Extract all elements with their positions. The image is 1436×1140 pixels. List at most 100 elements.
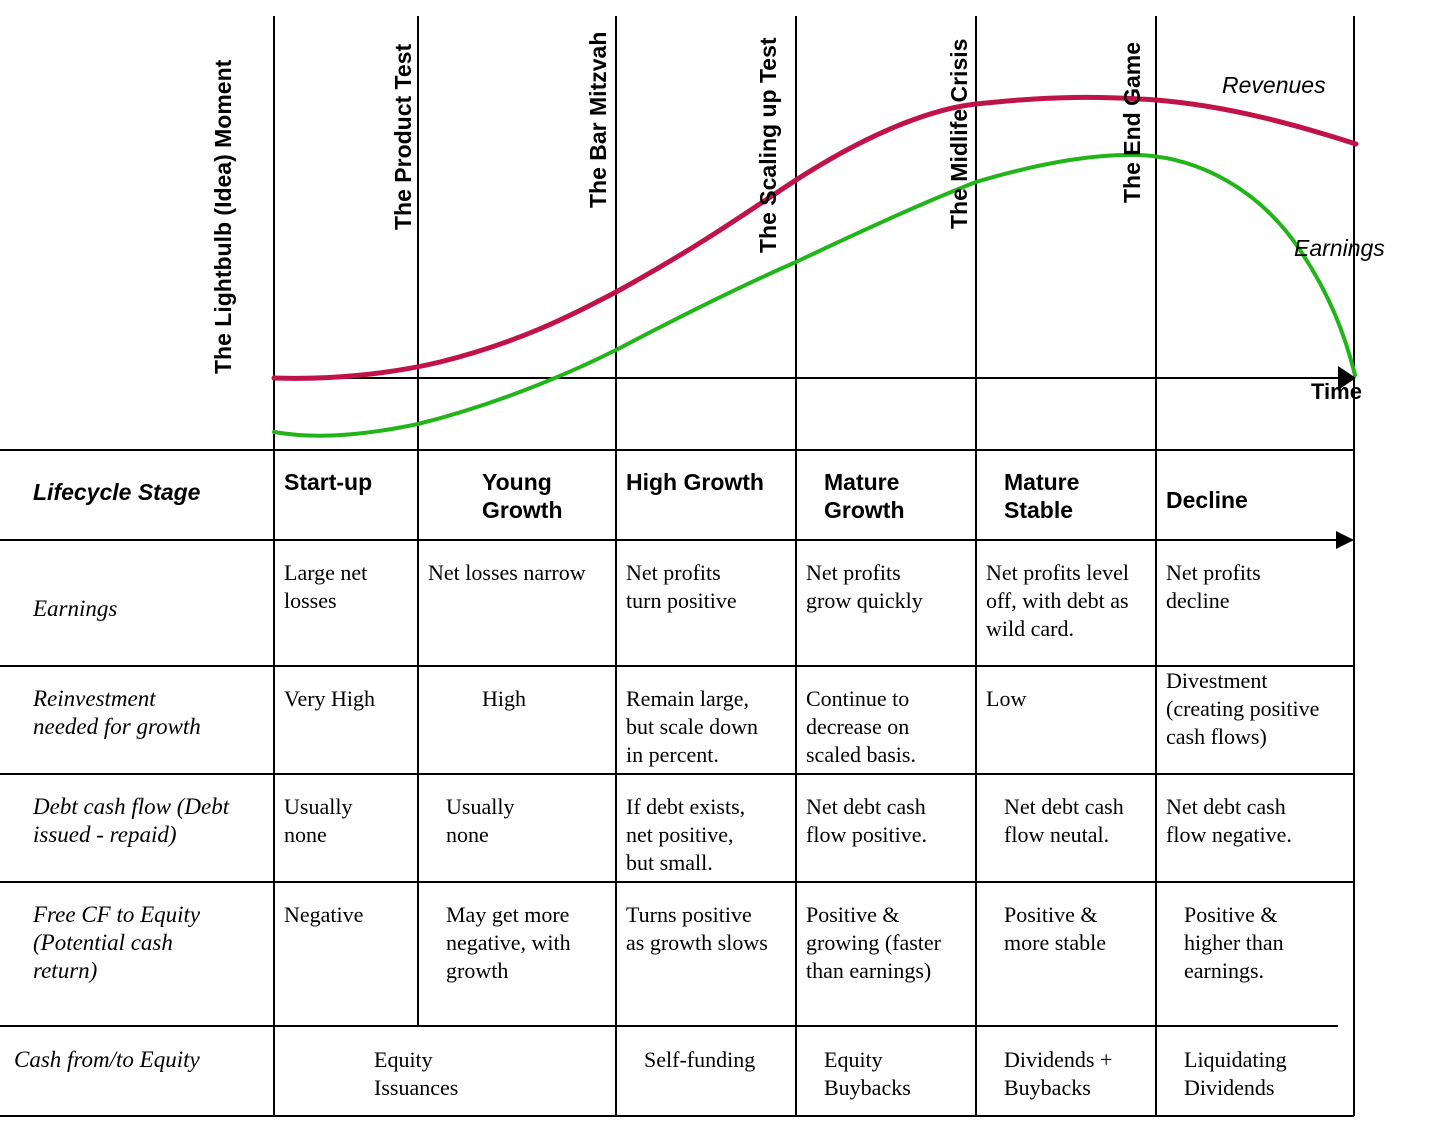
stage-name-line: Young — [482, 469, 552, 495]
time-axis-label: Time — [1311, 379, 1362, 404]
milestone-label: The Scaling up Test — [755, 37, 781, 253]
stage-name: Mature Growth — [824, 469, 906, 523]
table-cell: Positive & higher than earnings. — [1184, 902, 1289, 983]
cell-line: Buybacks — [824, 1075, 911, 1100]
cell-line: Self-funding — [644, 1047, 755, 1072]
table-cell: Usually none — [284, 794, 358, 847]
cell-line: Remain large, — [626, 686, 749, 711]
cell-line: Usually — [446, 794, 514, 819]
stage-name: Start-up — [284, 469, 372, 495]
table-cell: Net losses narrow — [428, 560, 586, 585]
cell-line: flow positive. — [806, 822, 927, 847]
cell-line: cash flows) — [1166, 724, 1267, 749]
table-cell: Self-funding — [644, 1047, 755, 1072]
cell-line: Positive & — [806, 902, 900, 927]
table-cell: Positive & more stable — [1004, 902, 1106, 955]
table-cell: Large net losses — [284, 560, 373, 613]
table-cell: May get more negative, with growth — [446, 902, 576, 983]
table-cell: Net profits turn positive — [626, 560, 737, 613]
row-label-line: Cash from/to Equity — [14, 1047, 200, 1072]
cell-line: in percent. — [626, 742, 719, 767]
row-label-line: Free CF to Equity — [32, 902, 201, 927]
milestone-label: The Bar Mitzvah — [585, 32, 611, 208]
revenues-curve — [271, 94, 1359, 381]
cell-line: net positive, — [626, 822, 734, 847]
cell-line: Net profits — [1166, 560, 1261, 585]
earnings-label: Earnings — [1294, 235, 1385, 261]
cell-line: but scale down — [626, 714, 758, 739]
table-cell: Net debt cash flow neutal. — [1004, 794, 1129, 847]
cell-line: scaled basis. — [806, 742, 916, 767]
cell-line: Large net — [284, 560, 367, 585]
table-cell: Equity Buybacks — [824, 1047, 911, 1100]
cell-line: wild card. — [986, 616, 1074, 641]
cell-line: If debt exists, — [626, 794, 745, 819]
table-cell: Turns positive as growth slows — [626, 902, 768, 955]
cell-line: Continue to — [806, 686, 909, 711]
cell-line: decline — [1166, 588, 1230, 613]
cell-line: as growth slows — [626, 930, 768, 955]
cell-line: Net debt cash — [806, 794, 926, 819]
cell-line: Liquidating — [1184, 1047, 1287, 1072]
milestone-label: The Midlife Crisis — [946, 39, 972, 229]
cell-line: than earnings) — [806, 958, 931, 983]
cell-line: Net profits — [806, 560, 901, 585]
cell-line: Positive & — [1004, 902, 1098, 927]
cell-line: Net debt cash — [1166, 794, 1286, 819]
cell-line: Negative — [284, 902, 363, 927]
table-cell: High — [482, 686, 526, 711]
revenues-label: Revenues — [1222, 72, 1326, 98]
row-label-line: Earnings — [32, 596, 117, 621]
table-cell: Dividends + Buybacks — [1004, 1047, 1118, 1100]
table-cell: Liquidating Dividends — [1184, 1047, 1292, 1100]
cell-line: none — [284, 822, 327, 847]
cell-line: Turns positive — [626, 902, 752, 927]
milestone-label: The End Game — [1119, 42, 1145, 203]
cell-line: Divestment — [1166, 668, 1267, 693]
cell-line: Net profits level — [986, 560, 1129, 585]
row-label-line: return) — [33, 958, 97, 983]
stage-name: Mature Stable — [1004, 469, 1086, 523]
table-cell: Net profits grow quickly — [806, 560, 923, 613]
stage-name-line: Growth — [482, 497, 563, 523]
stage-name: High Growth — [626, 469, 764, 495]
cell-line: decrease on — [806, 714, 909, 739]
cell-line: Positive & — [1184, 902, 1278, 927]
cell-line: growing (faster — [806, 930, 942, 955]
cell-line: losses — [284, 588, 337, 613]
row-label-cash-from-to-equity: Cash from/to Equity — [14, 1047, 200, 1072]
stage-name-line: Mature — [1004, 469, 1079, 495]
cell-line: (creating positive — [1166, 696, 1319, 721]
row-label-earnings: Earnings — [32, 596, 117, 621]
table-cell: Continue to decrease on scaled basis. — [806, 686, 916, 767]
table-cell: Low — [986, 686, 1026, 711]
milestone-label: The Lightbulb (Idea) Moment — [210, 59, 236, 374]
cell-line: more stable — [1004, 930, 1106, 955]
cell-line: turn positive — [626, 588, 737, 613]
table-cell: Net debt cash flow negative. — [1166, 794, 1292, 847]
stage-name-line: Mature — [824, 469, 899, 495]
cell-line: growth — [446, 958, 508, 983]
table-cell: Usually none — [446, 794, 520, 847]
stage-name-line: Start-up — [284, 469, 372, 495]
cell-line: flow negative. — [1166, 822, 1292, 847]
cell-line: none — [446, 822, 489, 847]
row-label-free-cf-to-equity: Free CF to Equity (Potential cash return… — [32, 902, 206, 983]
stage-name-line: Stable — [1004, 497, 1073, 523]
table-cell: If debt exists, net positive, but small. — [626, 794, 751, 875]
row-label-debt-cash-flow: Debt cash flow (Debt issued - repaid) — [32, 794, 235, 847]
table-cell: Net profits level off, with debt as wild… — [986, 560, 1134, 641]
table-cell: Divestment (creating positive cash flows… — [1166, 668, 1325, 749]
row-label-line: Debt cash flow (Debt — [32, 794, 230, 819]
cell-line: Dividends + — [1004, 1047, 1112, 1072]
lifecycle-stage-header: Lifecycle Stage — [33, 479, 201, 505]
table-cell: Very High — [284, 686, 375, 711]
earnings-curve — [272, 152, 1357, 438]
table-cell: Net profits decline — [1166, 560, 1266, 613]
cell-line: Usually — [284, 794, 352, 819]
cell-line: earnings. — [1184, 958, 1264, 983]
row-label-line: (Potential cash — [33, 930, 173, 955]
stage-arrow-head — [1336, 531, 1354, 549]
stage-name-line: Decline — [1166, 487, 1248, 513]
